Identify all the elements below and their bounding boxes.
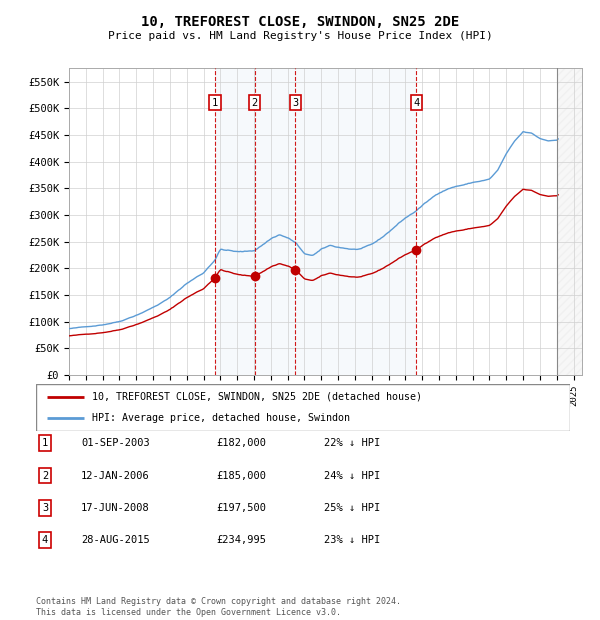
Text: 3: 3 xyxy=(292,98,298,108)
Text: 4: 4 xyxy=(42,535,48,545)
Text: Price paid vs. HM Land Registry's House Price Index (HPI): Price paid vs. HM Land Registry's House … xyxy=(107,31,493,41)
Text: 10, TREFOREST CLOSE, SWINDON, SN25 2DE (detached house): 10, TREFOREST CLOSE, SWINDON, SN25 2DE (… xyxy=(92,392,422,402)
Text: 4: 4 xyxy=(413,98,419,108)
Text: 3: 3 xyxy=(42,503,48,513)
Text: £182,000: £182,000 xyxy=(216,438,266,448)
Bar xyxy=(215,68,254,375)
Bar xyxy=(254,68,295,375)
Text: £197,500: £197,500 xyxy=(216,503,266,513)
Text: 12-JAN-2006: 12-JAN-2006 xyxy=(81,471,150,480)
Text: 25% ↓ HPI: 25% ↓ HPI xyxy=(324,503,380,513)
Text: 01-SEP-2003: 01-SEP-2003 xyxy=(81,438,150,448)
Text: Contains HM Land Registry data © Crown copyright and database right 2024.
This d: Contains HM Land Registry data © Crown c… xyxy=(36,598,401,617)
Text: HPI: Average price, detached house, Swindon: HPI: Average price, detached house, Swin… xyxy=(92,414,350,423)
Text: 17-JUN-2008: 17-JUN-2008 xyxy=(81,503,150,513)
Bar xyxy=(295,68,416,375)
Text: 23% ↓ HPI: 23% ↓ HPI xyxy=(324,535,380,545)
Bar xyxy=(557,68,582,375)
Text: 10, TREFOREST CLOSE, SWINDON, SN25 2DE: 10, TREFOREST CLOSE, SWINDON, SN25 2DE xyxy=(141,16,459,30)
Text: 28-AUG-2015: 28-AUG-2015 xyxy=(81,535,150,545)
Text: 22% ↓ HPI: 22% ↓ HPI xyxy=(324,438,380,448)
Text: 24% ↓ HPI: 24% ↓ HPI xyxy=(324,471,380,480)
Text: 2: 2 xyxy=(251,98,257,108)
Text: £234,995: £234,995 xyxy=(216,535,266,545)
Text: £185,000: £185,000 xyxy=(216,471,266,480)
Text: 1: 1 xyxy=(212,98,218,108)
Text: 1: 1 xyxy=(42,438,48,448)
Text: 2: 2 xyxy=(42,471,48,480)
